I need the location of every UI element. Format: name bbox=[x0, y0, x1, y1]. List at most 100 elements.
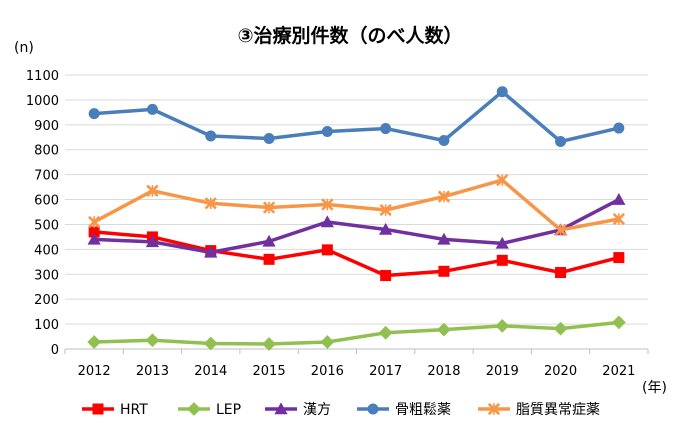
series-4-point bbox=[496, 173, 509, 187]
series-3-point bbox=[205, 130, 217, 142]
series-2-point bbox=[320, 215, 334, 228]
chart-title: ③治療別件数（のべ人数） bbox=[237, 24, 462, 47]
series-0-point bbox=[263, 253, 275, 265]
series-3-point bbox=[88, 108, 100, 120]
series-3-point bbox=[496, 86, 508, 98]
series-1-point bbox=[262, 337, 276, 351]
series-1-point bbox=[203, 336, 218, 351]
series-3-point bbox=[555, 136, 567, 148]
y-tick-label: 500 bbox=[34, 218, 59, 233]
y-axis-unit-label: (n) bbox=[14, 40, 34, 56]
legend-item: LEP bbox=[178, 402, 241, 418]
y-tick-label: 100 bbox=[34, 318, 59, 333]
legend-swatch-marker bbox=[487, 402, 501, 416]
legend-label: 骨粗鬆薬 bbox=[395, 402, 451, 418]
legend-swatch-marker bbox=[187, 402, 201, 416]
series-3-point bbox=[438, 135, 450, 147]
x-tick-label: 2020 bbox=[544, 364, 577, 379]
y-tick-label: 400 bbox=[34, 243, 59, 258]
series-2 bbox=[87, 192, 626, 258]
series-2-point bbox=[87, 232, 101, 245]
series-0-point bbox=[496, 254, 508, 266]
series-3 bbox=[88, 86, 625, 148]
series-2-point bbox=[612, 192, 626, 205]
x-tick-label: 2015 bbox=[253, 364, 286, 379]
series-1 bbox=[87, 315, 626, 351]
x-tick-label: 2019 bbox=[486, 364, 519, 379]
x-tick-label: 2016 bbox=[311, 364, 344, 379]
x-tick-label: 2017 bbox=[369, 364, 402, 379]
x-tick-label: 2012 bbox=[78, 364, 111, 379]
series-1-point bbox=[437, 322, 451, 337]
y-tick-label: 300 bbox=[34, 268, 59, 283]
series-1-point bbox=[495, 318, 510, 333]
series-0-point bbox=[438, 265, 450, 277]
series-4-point bbox=[379, 203, 392, 217]
series-3-point bbox=[380, 123, 392, 135]
series-2-point bbox=[204, 245, 218, 258]
series-3-line bbox=[94, 89, 620, 144]
series-0-point bbox=[321, 244, 333, 256]
series-4-line bbox=[93, 178, 620, 232]
series-4 bbox=[88, 173, 625, 237]
series-0-point bbox=[380, 270, 392, 282]
legend-item: HRT bbox=[82, 402, 148, 418]
series-0-point bbox=[88, 226, 100, 238]
series-4-point bbox=[146, 184, 159, 197]
x-tick-label: 2013 bbox=[136, 364, 169, 379]
series-3-point bbox=[613, 122, 625, 134]
series-1-point bbox=[553, 321, 568, 336]
series-0-point bbox=[555, 267, 567, 279]
series-2-point bbox=[437, 232, 451, 245]
y-tick-label: 900 bbox=[34, 119, 59, 134]
series-4-point bbox=[88, 215, 101, 229]
legend: HRT LEP 漢方 骨粗鬆薬 脂質異常症薬 bbox=[82, 402, 600, 418]
series-4-point bbox=[321, 198, 334, 211]
y-tick-label: 1100 bbox=[26, 69, 59, 84]
series-3-point bbox=[263, 133, 275, 145]
y-tick-label: 800 bbox=[34, 144, 59, 159]
series-4-point bbox=[437, 190, 451, 203]
y-tick-label: 200 bbox=[34, 293, 59, 308]
legend-item: 漢方 bbox=[265, 402, 331, 418]
series-3-point bbox=[146, 103, 158, 115]
series-2-point bbox=[495, 236, 509, 249]
axes: 0 100 200 300 400 500 600 700 800 900 1000 1100 2012… bbox=[26, 69, 649, 379]
series-4-point bbox=[612, 212, 625, 226]
legend-label: LEP bbox=[216, 402, 241, 418]
y-tick-label: 1000 bbox=[26, 94, 59, 109]
series-3-point bbox=[321, 126, 333, 138]
series-2-point bbox=[379, 222, 393, 235]
series-4-point bbox=[554, 223, 567, 237]
x-tick-label: 2014 bbox=[194, 364, 227, 379]
y-tick-label: 600 bbox=[34, 194, 59, 209]
legend-label: 漢方 bbox=[303, 402, 331, 418]
legend-swatch-marker bbox=[274, 402, 288, 415]
series-1-line bbox=[94, 320, 620, 346]
legend-item: 骨粗鬆薬 bbox=[357, 402, 451, 418]
series-1-point bbox=[320, 335, 335, 349]
x-axis-unit-label: (年) bbox=[642, 380, 667, 396]
series-0-point bbox=[613, 252, 625, 264]
legend-label: 脂質異常症薬 bbox=[516, 402, 600, 418]
series-1-point bbox=[611, 315, 626, 330]
y-tick-label: 0 bbox=[51, 343, 59, 358]
series-lines bbox=[87, 86, 626, 351]
series-4-point bbox=[204, 197, 217, 210]
legend-swatch-marker bbox=[92, 403, 104, 415]
series-4-point bbox=[262, 201, 276, 214]
legend-swatch-marker bbox=[367, 403, 379, 415]
series-1-point bbox=[378, 325, 393, 340]
legend-item: 脂質異常症薬 bbox=[478, 402, 600, 418]
series-1-point bbox=[145, 333, 160, 348]
x-tick-label: 2021 bbox=[602, 364, 635, 379]
x-tick-label: 2018 bbox=[427, 364, 460, 379]
series-1-point bbox=[87, 335, 102, 349]
series-2-point bbox=[145, 235, 160, 248]
series-0-line bbox=[94, 230, 620, 278]
series-2-point bbox=[262, 234, 276, 247]
legend-label: HRT bbox=[120, 402, 148, 418]
y-tick-label: 700 bbox=[34, 169, 59, 184]
